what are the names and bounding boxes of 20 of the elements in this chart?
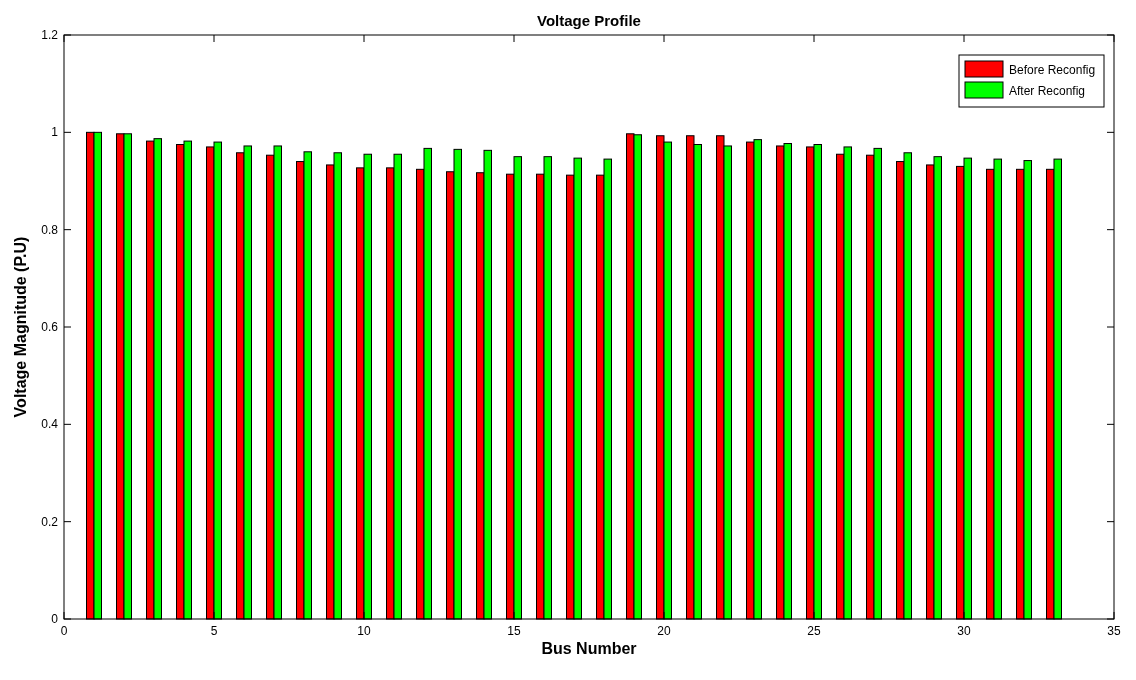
x-tick-label: 5	[210, 624, 218, 638]
y-tick-label: 0.4	[41, 417, 59, 432]
y-tick-label: 1	[51, 125, 59, 140]
x-tick-label: 10	[357, 624, 371, 638]
y-tick-label: 1.2	[41, 28, 59, 42]
x-tick-label: 0	[60, 624, 68, 638]
x-tick-label: 15	[507, 624, 521, 638]
legend-label: Before Reconfig	[1009, 63, 1096, 77]
x-tick-label: 30	[957, 624, 971, 638]
legend-label: After Reconfig	[1009, 84, 1086, 98]
x-tick-label: 35	[1107, 624, 1121, 638]
y-tick-label: 0	[51, 612, 59, 626]
x-tick-label: 20	[657, 624, 671, 638]
y-tick-label: 0.6	[41, 320, 59, 334]
x-axis-title: Bus Number	[541, 640, 637, 657]
x-tick-label: 25	[807, 624, 821, 638]
chart-title: Voltage Profile	[537, 12, 641, 29]
y-axis-title: Voltage Magnitude (P.U)	[12, 236, 29, 418]
y-tick-label: 0.2	[41, 514, 59, 529]
y-tick-label: 0.8	[41, 222, 59, 237]
